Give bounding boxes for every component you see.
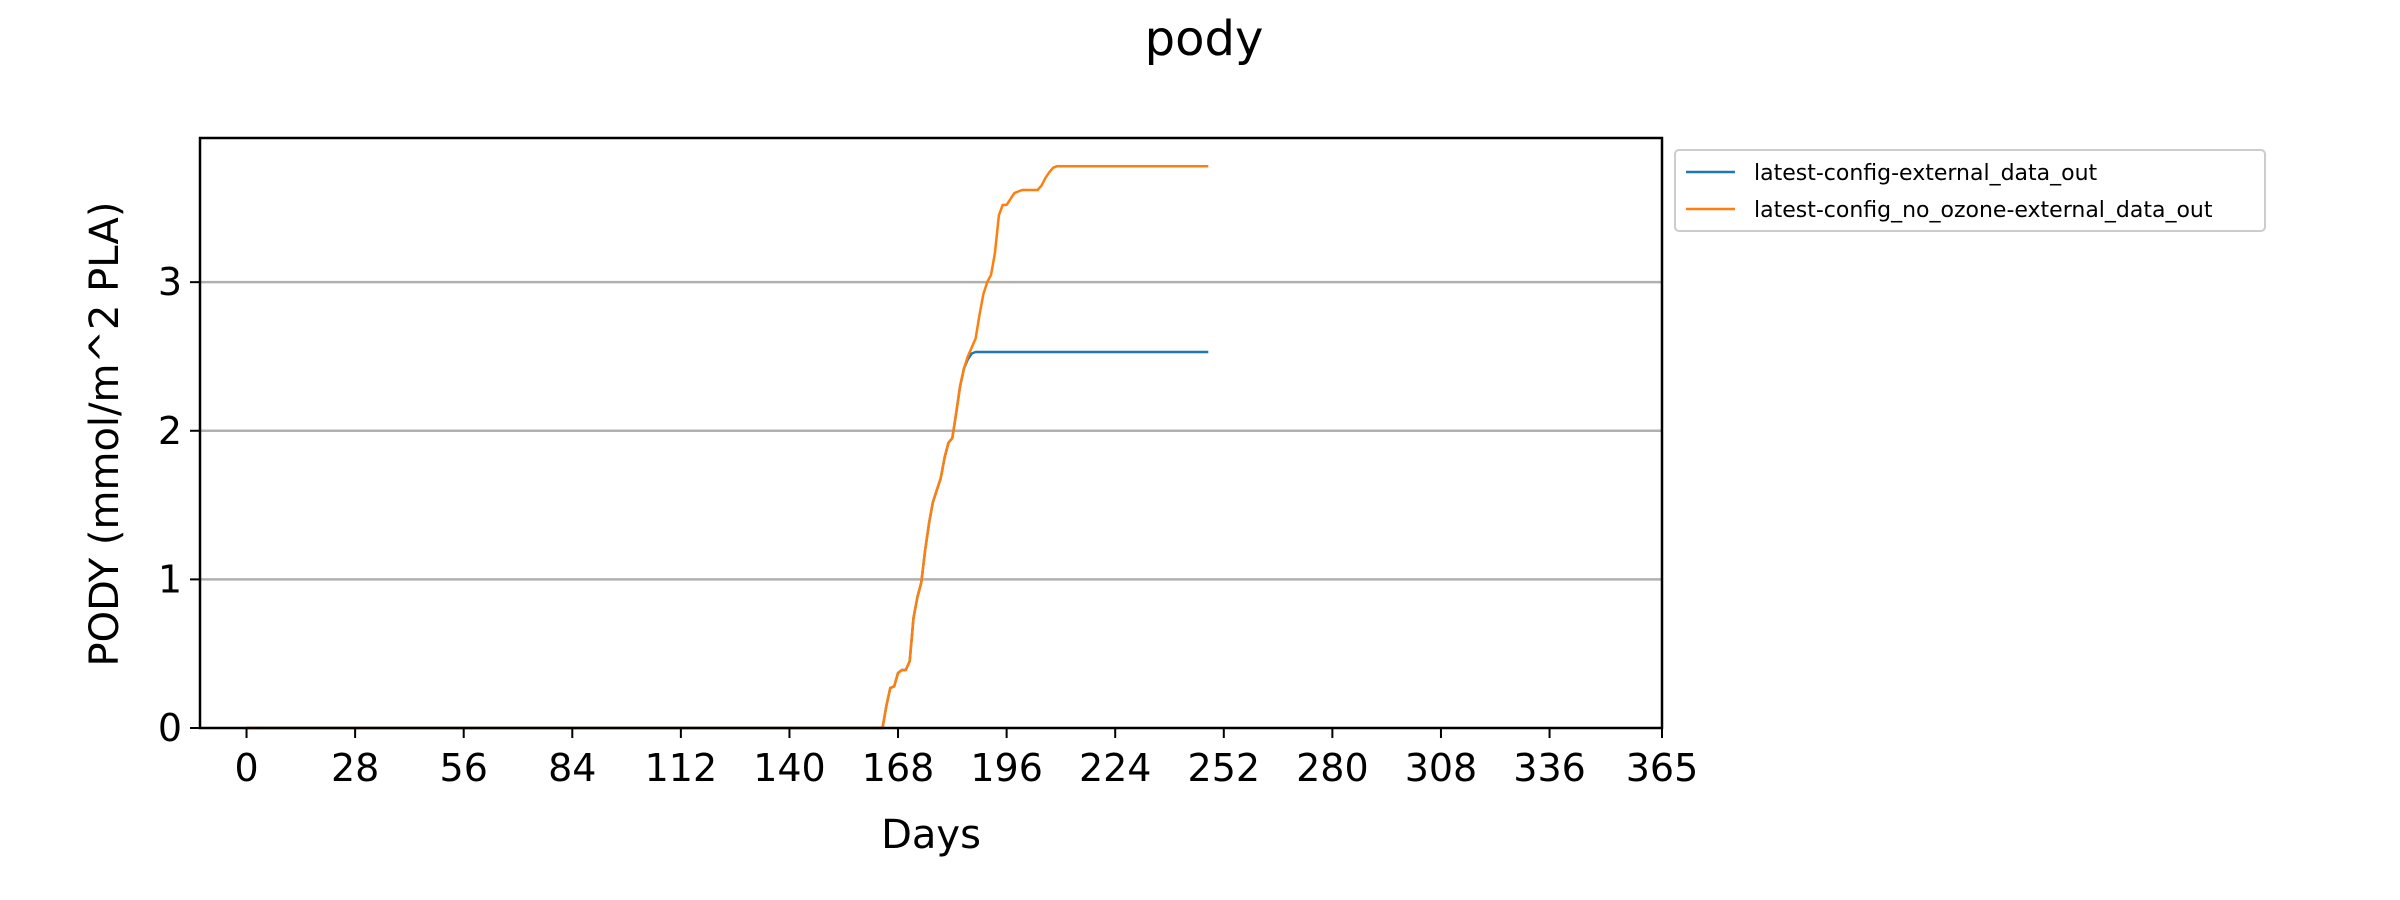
y-tick-label: 1 <box>158 557 182 601</box>
plot-frame <box>198 136 1664 730</box>
legend-label-1: latest-config-external_data_out <box>1754 161 2098 186</box>
x-tick-label: 56 <box>440 746 488 790</box>
x-tick-label: 112 <box>645 746 718 790</box>
x-tick-label: 252 <box>1188 746 1261 790</box>
x-tick-label: 196 <box>970 746 1043 790</box>
y-tick-label: 3 <box>158 260 182 304</box>
x-axis-ticks: 0 28 56 84 112 140 168 196 224 252 280 308 336 365 <box>234 728 1698 790</box>
chart-title: pody <box>1145 11 1264 67</box>
y-axis-ticks: 0 1 2 3 <box>158 260 200 750</box>
y-tick-label: 2 <box>158 409 182 453</box>
x-tick-label: 280 <box>1296 746 1369 790</box>
legend-box <box>1674 149 2266 232</box>
x-tick-label: 365 <box>1626 746 1699 790</box>
series-line-1 <box>246 350 1209 730</box>
plot-series <box>246 164 1209 730</box>
series-line-2 <box>246 164 1209 730</box>
x-tick-label: 28 <box>331 746 379 790</box>
legend-label-2: latest-config_no_ozone-external_data_out <box>1754 198 2213 223</box>
x-tick-label: 224 <box>1079 746 1152 790</box>
grid <box>200 280 1662 581</box>
legend: latest-config-external_data_out latest-co… <box>1674 149 2266 232</box>
x-tick-label: 308 <box>1405 746 1478 790</box>
x-tick-label: 0 <box>234 746 258 790</box>
x-axis-label: Days <box>881 812 981 858</box>
x-tick-label: 168 <box>862 746 935 790</box>
x-tick-label: 84 <box>548 746 596 790</box>
x-tick-label: 336 <box>1513 746 1586 790</box>
y-tick-label: 0 <box>158 706 182 750</box>
y-axis-label: PODY (mmol/m^2 PLA) <box>82 202 128 667</box>
x-tick-label: 140 <box>753 746 826 790</box>
